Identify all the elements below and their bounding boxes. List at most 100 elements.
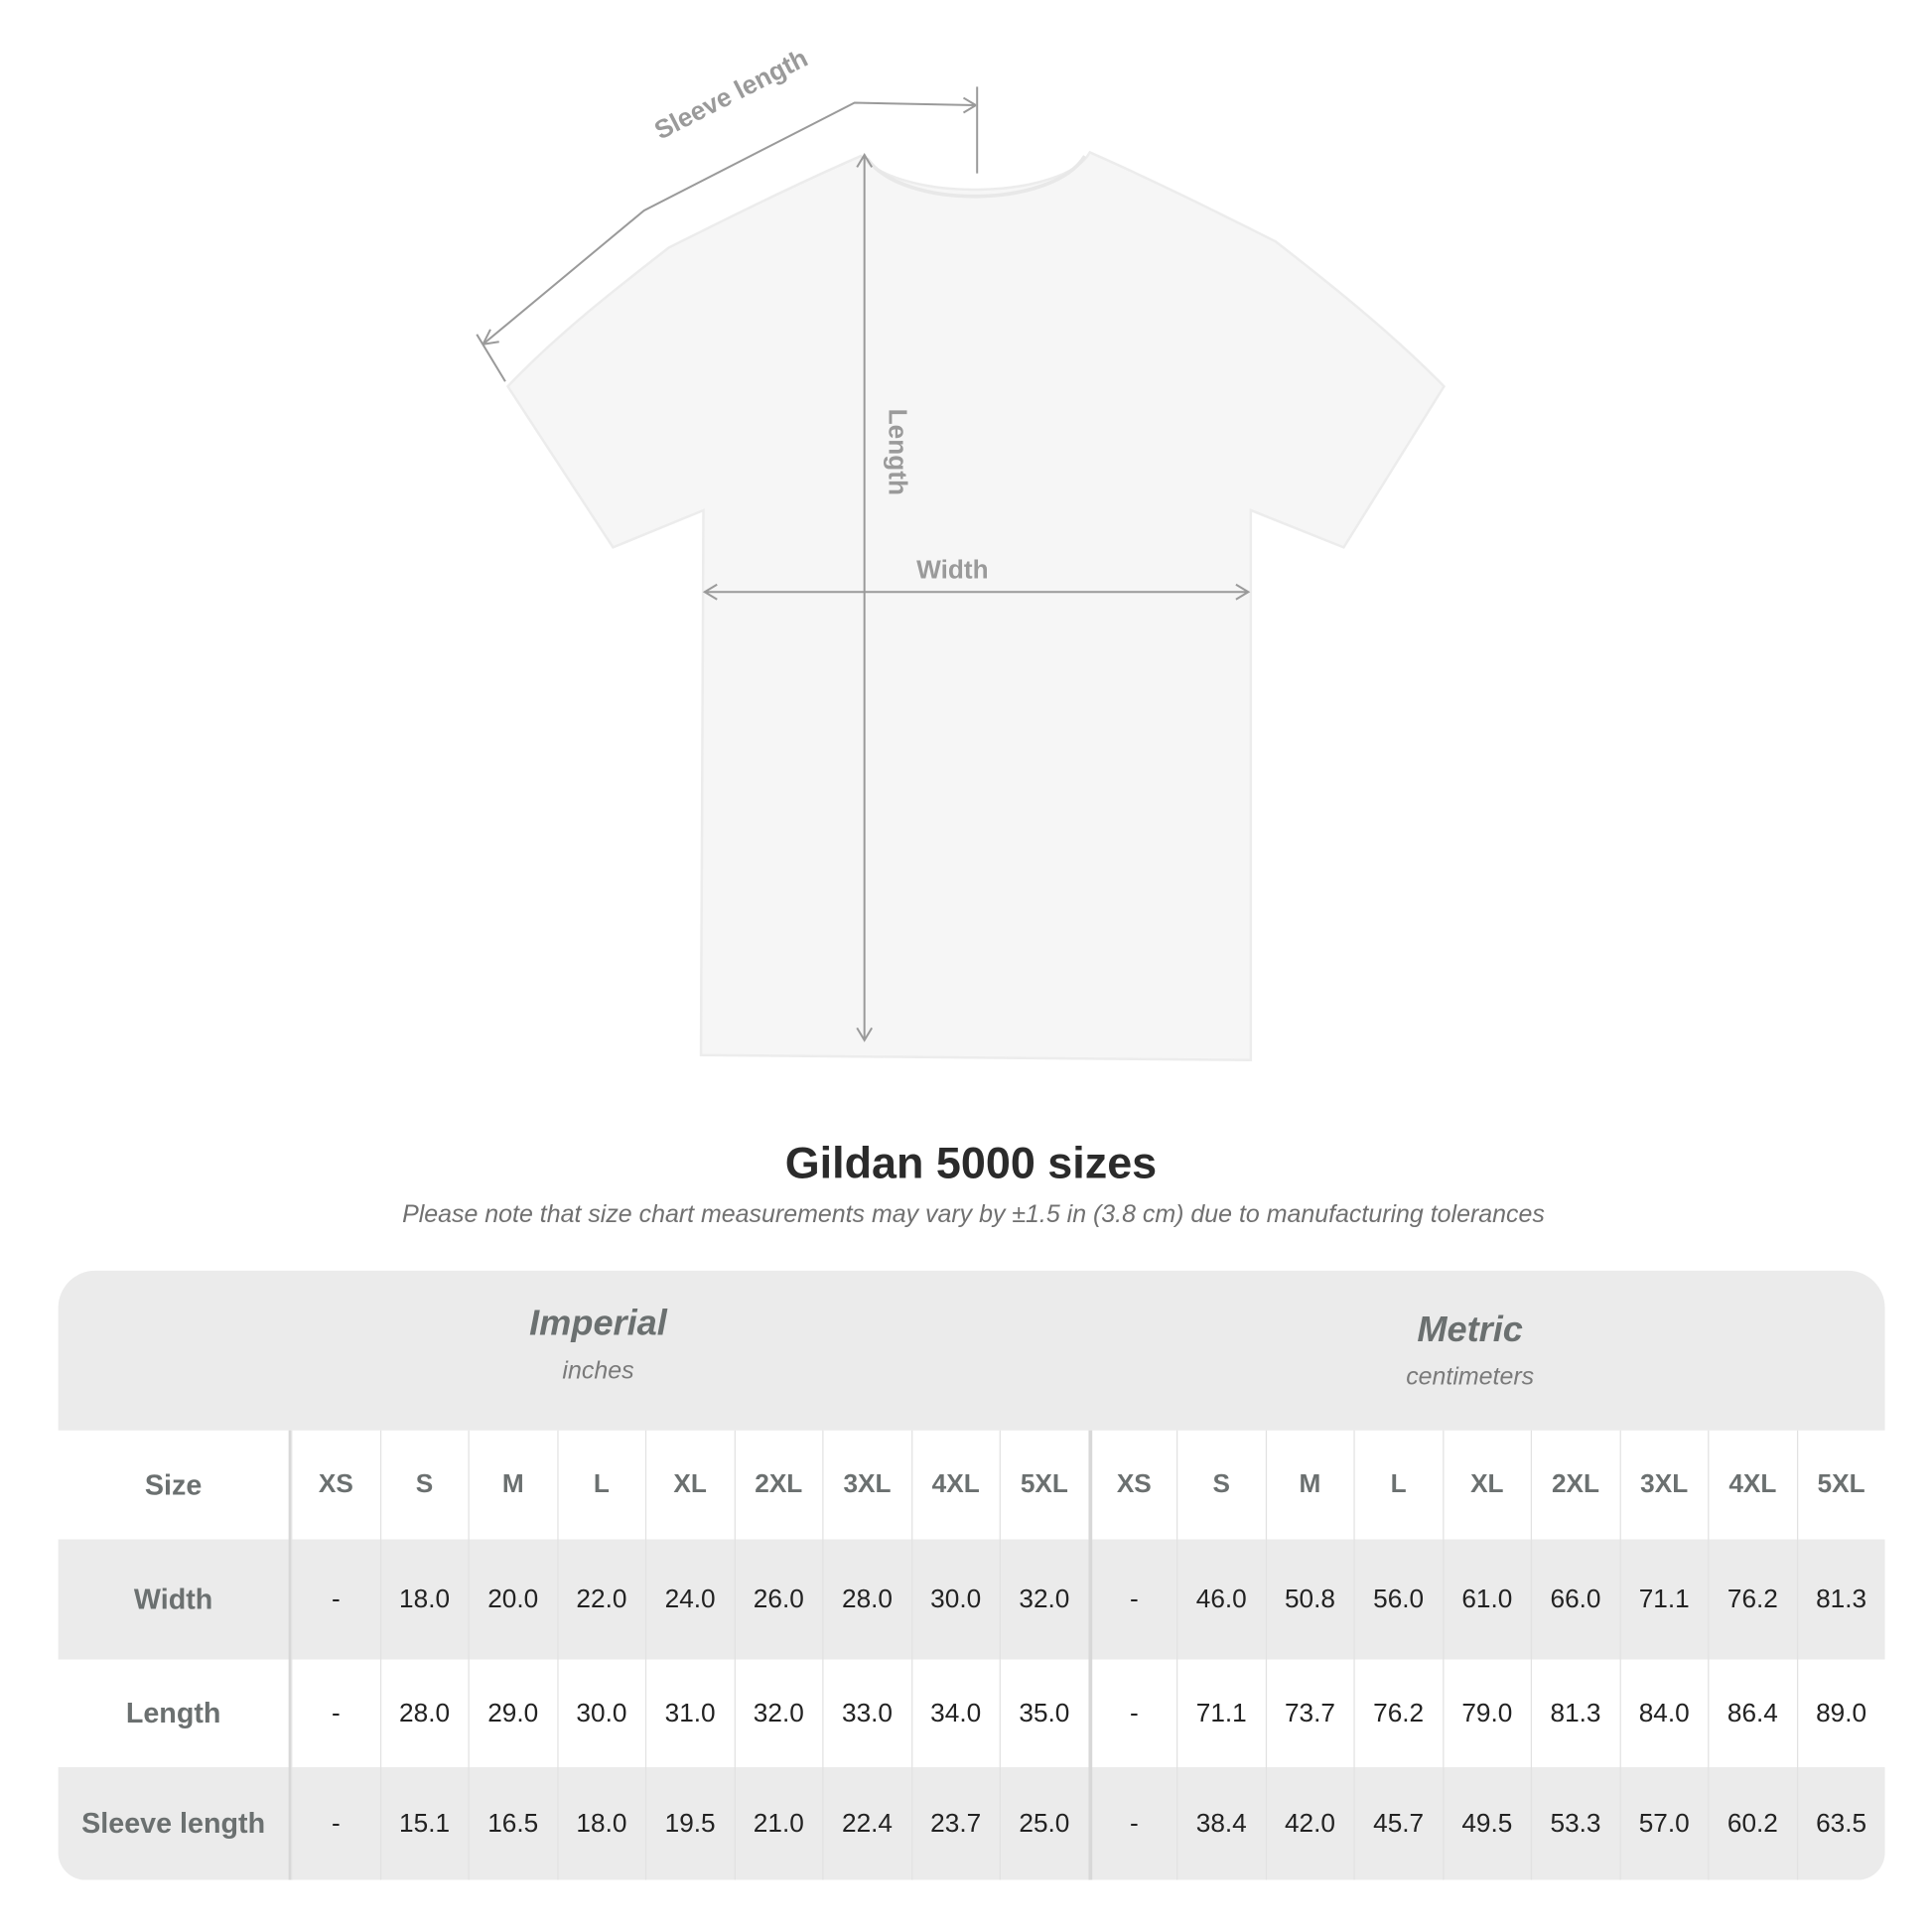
metric-value: 46.0 [1176,1539,1265,1660]
metric-size-s: S [1176,1430,1265,1540]
width-measure-line [702,583,1251,601]
metric-size-l: L [1353,1430,1442,1540]
length-measure-line [856,152,874,1042]
tshirt-shape [505,150,1447,1062]
metric-value: 50.8 [1265,1539,1353,1660]
imperial-value: 32.0 [999,1539,1088,1660]
metric-value: 71.1 [1618,1539,1708,1660]
page-title: Gildan 5000 sizes [784,1137,1158,1188]
imperial-value: 30.0 [556,1659,645,1768]
imperial-value: 23.7 [910,1767,999,1880]
row-label: Length [59,1659,292,1768]
metric-value: 81.3 [1530,1659,1619,1768]
metric-size-3xl: 3XL [1618,1430,1708,1540]
imperial-size-l: L [556,1430,645,1540]
imperial-value: 16.5 [468,1767,557,1880]
imperial-value: 34.0 [910,1659,999,1768]
metric-value: 76.2 [1353,1659,1442,1768]
imperial-value: 29.0 [468,1659,557,1768]
table-header: Imperial inches Metric centimeters [58,1270,1885,1431]
imperial-size-5xl: 5XL [999,1430,1088,1540]
imperial-value: 22.0 [556,1539,645,1660]
sleeve-end-tick [476,334,506,382]
imperial-value: 30.0 [910,1539,999,1660]
imperial-value: 26.0 [734,1539,822,1660]
imperial-value: 28.0 [822,1539,910,1660]
imperial-value: 31.0 [644,1659,734,1768]
metric-size-xl: XL [1442,1430,1531,1540]
metric-value: 89.0 [1796,1659,1884,1768]
imperial-value: 33.0 [822,1659,910,1768]
metric-size-5xl: 5XL [1796,1430,1884,1540]
imperial-size-3xl: 3XL [822,1430,910,1540]
sleeve-arrow-head [482,329,499,345]
metric-value: - [1087,1659,1176,1768]
length-label: Length [883,408,912,495]
imperial-value: 35.0 [999,1659,1088,1768]
table-row: Sleeve length -15.1 16.5 18.0 19.5 21.0 22.4 23… [58,1767,1885,1880]
imperial-value: - [291,1767,379,1880]
imperial-value: - [291,1539,379,1660]
metric-value: 49.5 [1442,1767,1531,1880]
imperial-size-4xl: 4XL [910,1430,999,1540]
metric-value: 71.1 [1176,1659,1265,1768]
imperial-size-2xl: 2XL [734,1430,822,1540]
row-label: Width [59,1539,292,1660]
metric-size-m: M [1265,1430,1353,1540]
imperial-size-s: S [379,1430,468,1540]
sleeve-measure-line [482,101,976,345]
metric-value: 45.7 [1353,1767,1442,1880]
imperial-value: 20.0 [468,1539,557,1660]
metric-title: Metric [1417,1310,1523,1350]
sleeve-arrow-right [962,96,977,114]
metric-value: - [1087,1539,1176,1660]
tolerance-note: Please note that size chart measurements… [402,1200,1545,1229]
metric-size-2xl: 2XL [1530,1430,1619,1540]
tshirt-diagram [476,86,1447,1062]
metric-size-4xl: 4XL [1708,1430,1796,1540]
metric-value: 53.3 [1530,1767,1619,1880]
metric-header: Metric centimeters [1285,1311,1656,1392]
metric-value: 86.4 [1708,1659,1796,1768]
metric-value: 81.3 [1796,1539,1884,1660]
imperial-value: 18.0 [556,1767,645,1880]
imperial-size-xl: XL [644,1430,734,1540]
table-row: Length -28.0 29.0 30.0 31.0 32.0 33.0 34.0 35.0-… [59,1659,1885,1768]
metric-value: 73.7 [1265,1659,1353,1768]
imperial-size-m: M [468,1430,557,1540]
metric-value: 38.4 [1176,1767,1265,1880]
metric-value: 84.0 [1618,1659,1708,1768]
imperial-title: Imperial [529,1304,667,1344]
metric-unit: centimeters [1406,1363,1535,1391]
metric-value: - [1087,1767,1176,1880]
imperial-header: Imperial inches [412,1305,783,1386]
metric-value: 66.0 [1530,1539,1619,1660]
metric-value: 56.0 [1353,1539,1442,1660]
imperial-unit: inches [562,1357,634,1385]
size-header-row: Size XS S M L XL 2XL 3XL 4XL 5XL XS S M L XL 2XL 3XL 4XL 5… [59,1430,1885,1540]
metric-value: 63.5 [1796,1767,1884,1880]
size-table: Imperial inches Metric centimeters Size X… [58,1270,1885,1880]
collar [865,155,1087,199]
imperial-value: - [291,1659,379,1768]
row-label: Sleeve length [59,1767,292,1880]
imperial-value: 15.1 [379,1767,468,1880]
metric-value: 76.2 [1708,1539,1796,1660]
width-label: Width [916,556,989,585]
metric-value: 79.0 [1442,1659,1531,1768]
imperial-value: 18.0 [379,1539,468,1660]
metric-value: 57.0 [1618,1767,1708,1880]
metric-value: 61.0 [1442,1539,1531,1660]
metric-value: 42.0 [1265,1767,1353,1880]
table-row: Width -18.0 20.0 22.0 24.0 26.0 28.0 30.0 32.0-4… [58,1539,1885,1660]
imperial-size-xs: XS [291,1430,379,1540]
imperial-value: 32.0 [734,1659,822,1768]
imperial-value: 28.0 [379,1659,468,1768]
metric-size-xs: XS [1087,1430,1176,1540]
imperial-value: 24.0 [644,1539,734,1660]
size-label: Size [59,1430,292,1540]
imperial-value: 25.0 [999,1767,1088,1880]
metric-value: 60.2 [1708,1767,1796,1880]
imperial-value: 19.5 [644,1767,734,1880]
imperial-value: 21.0 [734,1767,822,1880]
